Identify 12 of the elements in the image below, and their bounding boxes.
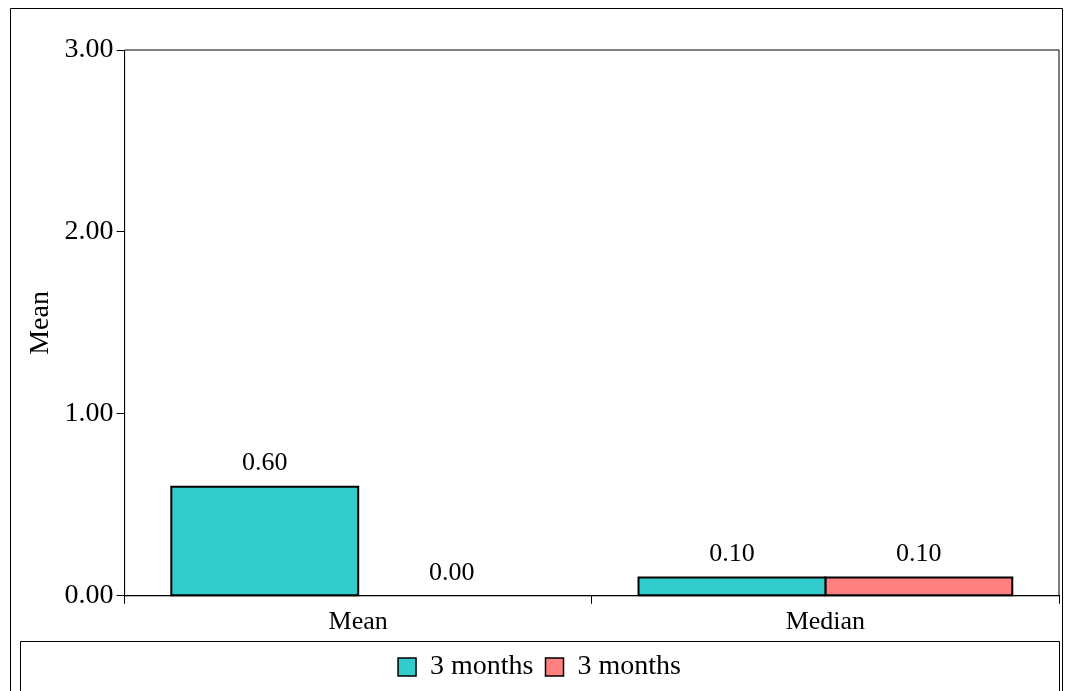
text: 0.10 bbox=[896, 538, 942, 568]
text: 0.00 bbox=[428, 556, 475, 586]
text: 0.10 bbox=[709, 538, 755, 568]
legend-label: 3 months bbox=[430, 649, 534, 681]
y-tick-label: 0.00 bbox=[64, 578, 114, 610]
y-axis-title: Mean bbox=[23, 291, 55, 355]
legend-label: 3 months bbox=[577, 649, 681, 681]
y-tick-label: 2.00 bbox=[64, 214, 114, 246]
y-tick-label: 3.00 bbox=[64, 32, 114, 64]
x-tick-label: Median bbox=[785, 606, 866, 636]
text: 0.60 bbox=[242, 447, 288, 477]
y-tick-label: 1.00 bbox=[64, 396, 114, 428]
